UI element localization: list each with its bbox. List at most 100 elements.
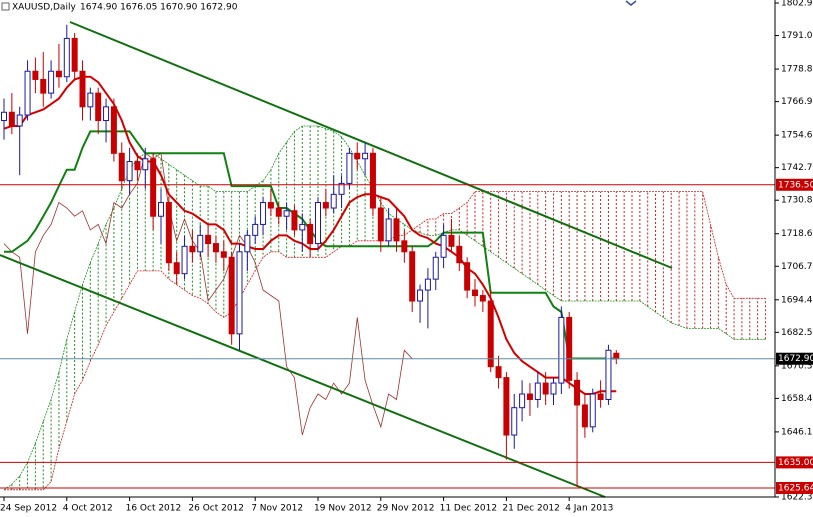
- candle-body: [534, 382, 541, 400]
- level-label: 1736.50: [778, 180, 813, 190]
- candle-body: [275, 207, 282, 217]
- x-tick-label: 26 Oct 2012: [188, 504, 244, 514]
- candle-body: [197, 234, 204, 253]
- y-tick-label: 1658.40: [781, 394, 813, 404]
- y-tick-label: 1682.55: [781, 328, 813, 338]
- candle-body: [165, 202, 172, 264]
- candle-body: [299, 223, 306, 231]
- candle-body: [589, 393, 596, 428]
- candle-body: [605, 349, 612, 400]
- candle-body: [236, 251, 243, 335]
- y-tick-label: 1802.95: [781, 0, 813, 9]
- candle-body: [110, 106, 117, 154]
- candle-body: [519, 393, 526, 409]
- candle-body: [8, 111, 15, 127]
- x-tick-label: 4 Jan 2013: [565, 504, 613, 514]
- candle-body: [432, 256, 439, 280]
- y-tick-label: 1670.30: [781, 361, 813, 371]
- candle-body: [338, 182, 345, 195]
- candle-body: [220, 251, 227, 258]
- level-label: 1625.64: [778, 484, 813, 494]
- candle-body: [417, 289, 424, 302]
- candle-body: [63, 37, 70, 78]
- candle-layer: [1, 24, 620, 488]
- candle-body: [479, 295, 486, 302]
- candle-body: [260, 202, 267, 225]
- candle-body: [142, 158, 149, 171]
- candle-body: [409, 251, 416, 302]
- candle-body: [71, 37, 78, 72]
- symbol-icon: [1, 2, 10, 11]
- candle-body: [542, 382, 549, 395]
- level-label: 1672.90: [778, 354, 813, 364]
- candle-body: [228, 256, 235, 335]
- candle-body: [526, 393, 533, 400]
- level-label-bg: [776, 352, 813, 365]
- candle-body: [103, 106, 110, 121]
- y-tick-label: 1766.90: [781, 97, 813, 107]
- y-tick-label: 1706.70: [781, 262, 813, 272]
- candle-body: [464, 262, 471, 291]
- candle-body: [189, 245, 196, 253]
- x-tick-label: 24 Sep 2012: [0, 504, 57, 514]
- y-tick-label: 1718.60: [781, 229, 813, 239]
- candle-body: [456, 245, 463, 264]
- level-label-bg: [776, 456, 813, 469]
- candle-body: [472, 289, 478, 297]
- candle-body: [440, 234, 447, 258]
- candle-body: [424, 278, 431, 291]
- candle-body: [173, 262, 180, 275]
- x-tick-label: 19 Nov 2012: [314, 504, 372, 514]
- level-label: 1635.00: [778, 458, 813, 468]
- candle-body: [487, 300, 494, 368]
- trend-line: [69, 21, 673, 269]
- candle-body: [212, 243, 219, 253]
- candle-body: [95, 92, 102, 121]
- x-tick-label: 16 Oct 2012: [126, 504, 182, 514]
- chikou-line: [3, 152, 413, 436]
- shift-marker: [625, 0, 637, 6]
- candle-body: [244, 234, 251, 253]
- candle-body: [291, 210, 298, 231]
- y-tick-label: 1754.65: [781, 131, 813, 141]
- candle-body: [40, 78, 47, 94]
- candle-body: [134, 161, 141, 171]
- candle-body: [393, 218, 400, 242]
- level-label-bg: [776, 482, 813, 495]
- candle-body: [48, 70, 55, 94]
- candle-body: [118, 152, 125, 182]
- candle-body: [315, 202, 321, 245]
- span-b-line: [4, 191, 766, 491]
- candle-body: [558, 316, 565, 384]
- candle-body: [55, 70, 62, 78]
- candle-body: [511, 407, 518, 436]
- candle-body: [126, 161, 133, 182]
- y-tick-label: 1791.05: [781, 31, 813, 41]
- candle-body: [32, 70, 39, 80]
- y-tick-label: 1778.80: [781, 65, 813, 75]
- y-tick-label: 1742.75: [781, 163, 813, 173]
- candle-body: [566, 316, 573, 381]
- x-tick-label: 4 Oct 2012: [63, 504, 113, 514]
- x-tick-label: 7 Nov 2012: [251, 504, 303, 514]
- candle-body: [448, 234, 455, 247]
- y-tick-label: 1730.85: [781, 196, 813, 206]
- candle-body: [346, 152, 353, 184]
- candle-body: [330, 193, 337, 209]
- candle-body: [495, 366, 502, 379]
- candle-body: [597, 393, 604, 400]
- candle-body: [613, 352, 620, 360]
- candle-body: [150, 158, 157, 217]
- candle-body: [354, 152, 361, 160]
- candle-body: [16, 114, 23, 127]
- candle-body: [158, 202, 164, 217]
- x-tick-label: 21 Dec 2012: [502, 504, 560, 514]
- candle-body: [87, 92, 94, 108]
- y-tick-label: 1646.15: [781, 427, 813, 437]
- candle-body: [307, 223, 314, 245]
- y-tick-label: 1622.35: [781, 493, 813, 503]
- candle-body: [267, 202, 274, 209]
